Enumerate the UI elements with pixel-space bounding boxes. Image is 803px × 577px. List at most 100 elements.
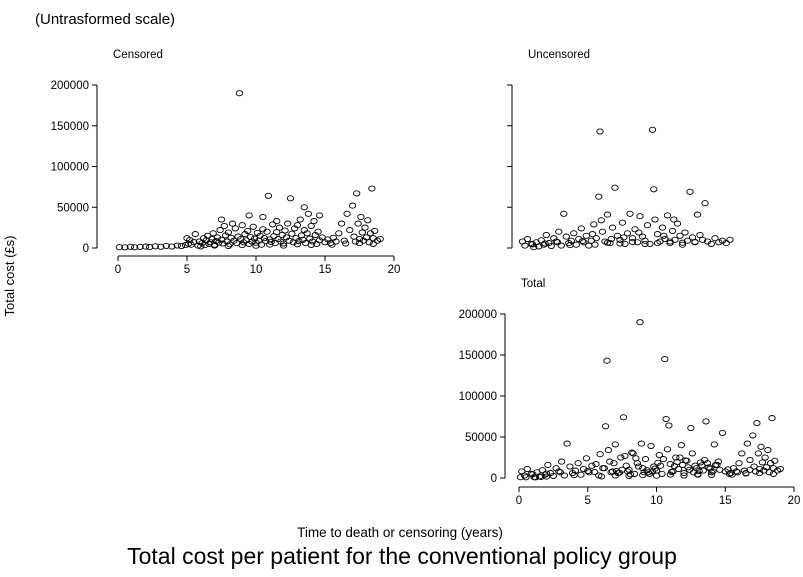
data-point: [681, 229, 689, 236]
data-point: [755, 470, 764, 477]
panel-title: Censored: [113, 49, 163, 61]
data-point: [598, 228, 607, 235]
data-point: [567, 237, 575, 244]
data-point: [358, 229, 366, 236]
data-point: [711, 235, 719, 242]
data-point: [588, 231, 597, 238]
data-point: [746, 456, 754, 464]
data-point: [562, 233, 570, 240]
x-axis-label: Time to death or censoring (years): [297, 525, 503, 540]
data-point: [611, 441, 619, 448]
data-point: [585, 242, 593, 249]
data-point: [279, 240, 288, 247]
data-point: [307, 222, 315, 230]
data-point: [686, 188, 694, 195]
data-point: [556, 469, 564, 476]
data-point: [157, 243, 165, 250]
data-point: [355, 240, 364, 247]
data-point: [629, 450, 637, 457]
data-point: [557, 458, 566, 465]
data-point: [328, 241, 336, 248]
data-point: [693, 211, 702, 218]
data-point: [718, 429, 727, 436]
data-point: [652, 472, 661, 479]
data-point: [585, 469, 593, 476]
data-point: [566, 242, 574, 249]
data-point: [552, 238, 560, 245]
data-point: [677, 442, 685, 449]
y-tick-label: 100000: [51, 162, 89, 174]
data-point: [666, 238, 674, 245]
data-point: [365, 239, 373, 246]
data-point: [621, 452, 629, 459]
data-point: [315, 212, 324, 219]
y-axis-label: Total cost (£s): [2, 236, 17, 317]
x-tick-label: 10: [250, 264, 263, 276]
data-point: [653, 231, 662, 238]
data-point: [603, 357, 611, 364]
data-point: [528, 241, 537, 248]
data-point: [332, 238, 340, 245]
data-point: [705, 464, 713, 471]
data-point: [368, 185, 376, 192]
data-point: [742, 470, 750, 477]
data-point: [557, 242, 565, 249]
data-point: [582, 232, 590, 239]
data-point: [371, 227, 379, 234]
data-point: [662, 415, 670, 423]
x-tick-label: 20: [788, 495, 801, 507]
data-point: [217, 216, 226, 223]
data-point: [663, 446, 672, 453]
data-point: [639, 472, 647, 479]
data-point: [678, 239, 687, 246]
data-point: [245, 212, 253, 219]
data-point: [376, 235, 384, 243]
data-point: [626, 210, 634, 217]
data-point: [646, 240, 654, 247]
data-point: [660, 232, 668, 239]
data-point: [115, 244, 124, 251]
data-point: [522, 474, 530, 481]
data-point: [226, 241, 234, 248]
data-point: [151, 243, 159, 250]
data-point: [703, 460, 712, 467]
data-point: [698, 236, 707, 243]
data-point: [238, 242, 246, 249]
data-point: [768, 415, 776, 422]
data-point: [684, 464, 692, 471]
data-point: [542, 473, 551, 480]
data-point: [663, 212, 672, 219]
x-tick-label: 5: [184, 264, 190, 276]
data-point: [303, 230, 311, 237]
data-point: [776, 465, 784, 473]
data-point: [244, 227, 252, 234]
data-point: [715, 239, 723, 246]
data-point: [604, 447, 613, 454]
data-point: [769, 470, 778, 477]
data-point: [361, 224, 369, 231]
figure-title: Total cost per patient for the conventio…: [127, 543, 677, 569]
data-point: [191, 231, 199, 238]
data-point: [335, 230, 343, 237]
y-tick-label: 50000: [465, 432, 497, 444]
data-point: [665, 422, 673, 429]
data-point: [681, 457, 690, 464]
data-point: [542, 470, 551, 477]
data-point: [260, 235, 268, 242]
x-tick-label: 20: [388, 264, 401, 276]
data-point: [293, 241, 302, 248]
data-point: [579, 465, 588, 473]
data-point: [529, 471, 537, 478]
data-point: [580, 239, 588, 246]
data-point: [577, 471, 585, 478]
data-point: [286, 195, 295, 202]
panel-total: Total 0 50000 100000 150000 200000 0 5 10 15 20: [459, 278, 801, 507]
data-point: [633, 460, 641, 467]
data-point: [680, 470, 688, 477]
data-point: [766, 460, 775, 467]
data-point: [625, 472, 633, 479]
data-point: [710, 441, 718, 448]
data-point: [769, 465, 778, 472]
data-point: [617, 454, 625, 461]
y-tick-label: 50000: [57, 202, 89, 214]
